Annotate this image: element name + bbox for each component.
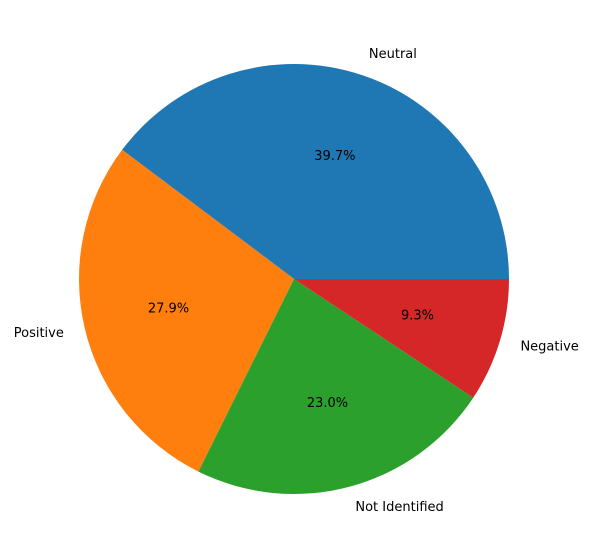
slice-label: Positive <box>14 326 64 341</box>
pie-slices <box>79 63 510 494</box>
slice-label: Neutral <box>369 47 417 62</box>
slice-percentage-label: 9.3% <box>401 309 434 324</box>
slice-percentage-label: 39.7% <box>314 149 355 164</box>
pie-slice-positive <box>79 149 294 472</box>
slice-label: Negative <box>520 340 578 355</box>
pie-slice-negative <box>294 279 509 398</box>
slice-percentage-label: 27.9% <box>148 301 189 316</box>
pie-labels: Neutral 39.7% Positive 27.9% Not Identified 2… <box>14 47 579 515</box>
slice-label: Not Identified <box>355 500 443 515</box>
pie-slice-neutral <box>122 63 510 280</box>
pie-slice-not-identified <box>198 279 474 494</box>
slice-percentage-label: 23.0% <box>307 396 348 411</box>
